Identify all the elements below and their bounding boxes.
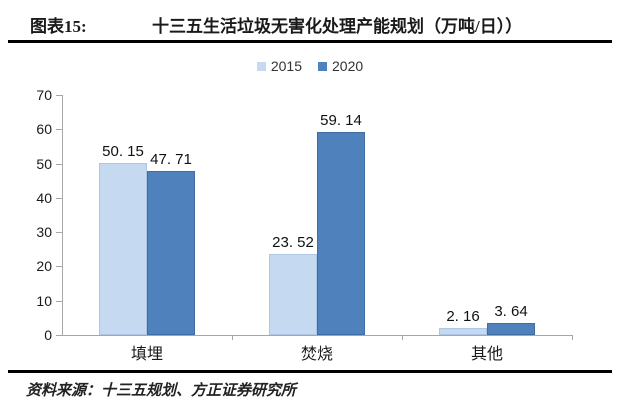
data-label-2015-焚烧: 23. 52 <box>272 234 314 251</box>
legend-item-2020: 2020 <box>318 58 363 74</box>
bar-2015-填埋 <box>99 163 147 335</box>
bar-2020-其他 <box>487 323 535 335</box>
legend-swatch-2020-icon <box>318 61 327 71</box>
y-axis-tick <box>56 163 62 165</box>
figure-number-label: 图表15: <box>30 17 87 36</box>
y-axis-line <box>62 95 63 335</box>
category-label-其他: 其他 <box>470 346 503 363</box>
y-axis-tick <box>56 335 62 336</box>
data-label-2015-其他: 2. 16 <box>446 308 480 325</box>
y-axis-tick <box>56 232 62 234</box>
data-source-note: 资料来源：十三五规划、方正证券研究所 <box>26 383 297 399</box>
data-label-2020-其他: 3. 64 <box>494 303 528 320</box>
footer-divider-rule <box>8 370 612 373</box>
y-axis-tick-label: 10 <box>36 292 52 309</box>
chart-legend: 2015 2020 <box>0 58 620 74</box>
y-axis-tick <box>56 129 62 131</box>
bar-2020-填埋 <box>147 171 195 335</box>
bar-2015-焚烧 <box>269 254 317 335</box>
y-axis-tick <box>56 197 62 199</box>
y-axis-tick-label: 60 <box>36 121 52 138</box>
bar-2015-其他 <box>439 328 487 335</box>
legend-swatch-2015-icon <box>256 61 266 71</box>
x-axis-tick <box>402 335 403 340</box>
category-label-填埋: 填埋 <box>130 346 163 363</box>
legend-label-2020: 2020 <box>332 58 364 74</box>
category-label-焚烧: 焚烧 <box>300 346 333 363</box>
y-axis-tick <box>56 300 62 302</box>
figure-title: 十三五生活垃圾无害化处理产能规划（万吨/日）） <box>152 17 523 36</box>
header-divider-rule <box>8 40 612 43</box>
y-axis-tick <box>56 95 62 96</box>
legend-label-2015: 2015 <box>270 58 302 74</box>
x-axis-tick <box>232 335 233 340</box>
data-label-2020-焚烧: 59. 14 <box>320 112 362 129</box>
bar-2020-焚烧 <box>317 132 365 335</box>
y-axis-tick-label: 70 <box>36 87 52 103</box>
legend-item-2015: 2015 <box>256 58 302 74</box>
y-axis-tick <box>56 266 62 268</box>
data-label-2020-填埋: 47. 71 <box>150 151 192 168</box>
y-axis-tick-label: 0 <box>44 327 52 343</box>
data-label-2015-填埋: 50. 15 <box>102 143 144 160</box>
y-axis-tick-label: 30 <box>36 224 52 241</box>
y-axis-tick-label: 20 <box>36 258 52 275</box>
y-axis-tick-label: 40 <box>36 189 52 206</box>
y-axis-tick-label: 50 <box>36 155 52 172</box>
x-axis-tick <box>572 335 573 340</box>
x-axis-line <box>62 335 573 336</box>
